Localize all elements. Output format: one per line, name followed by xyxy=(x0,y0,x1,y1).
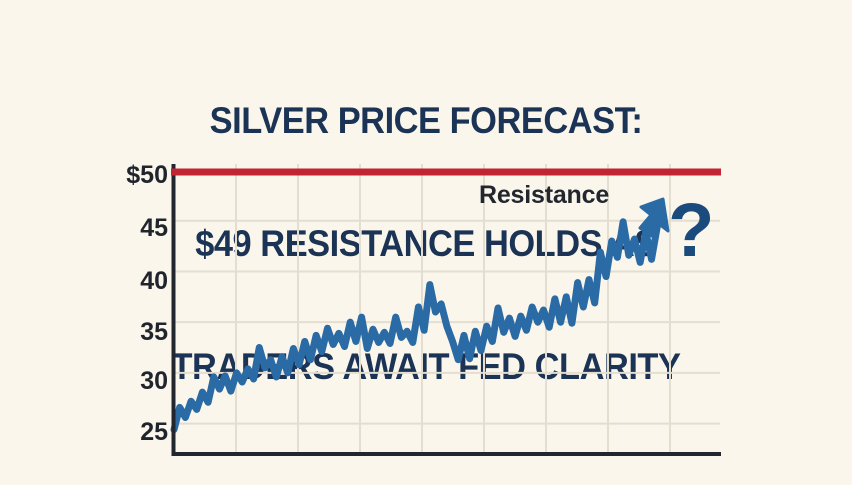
y-tick-label: 35 xyxy=(140,318,168,346)
question-mark-annotation: ? xyxy=(668,188,715,273)
headline-line-1: SILVER PRICE FORECAST: xyxy=(209,100,643,141)
forecast-arrow-head xyxy=(638,197,670,238)
resistance-label: Resistance xyxy=(479,181,610,209)
headline-line-2: $49 RESISTANCE HOLDS AS xyxy=(195,223,657,264)
price-line xyxy=(170,218,661,434)
y-tick-label: 30 xyxy=(140,367,168,395)
gridlines xyxy=(174,164,720,454)
y-tick-label: 45 xyxy=(140,214,168,242)
y-axis-tick-labels: $50 45 40 35 30 25 xyxy=(110,160,168,460)
y-tick-label: $50 xyxy=(126,161,168,189)
y-tick-label: 25 xyxy=(140,418,168,446)
y-tick-label: 40 xyxy=(140,267,168,295)
series-paths xyxy=(170,197,670,434)
